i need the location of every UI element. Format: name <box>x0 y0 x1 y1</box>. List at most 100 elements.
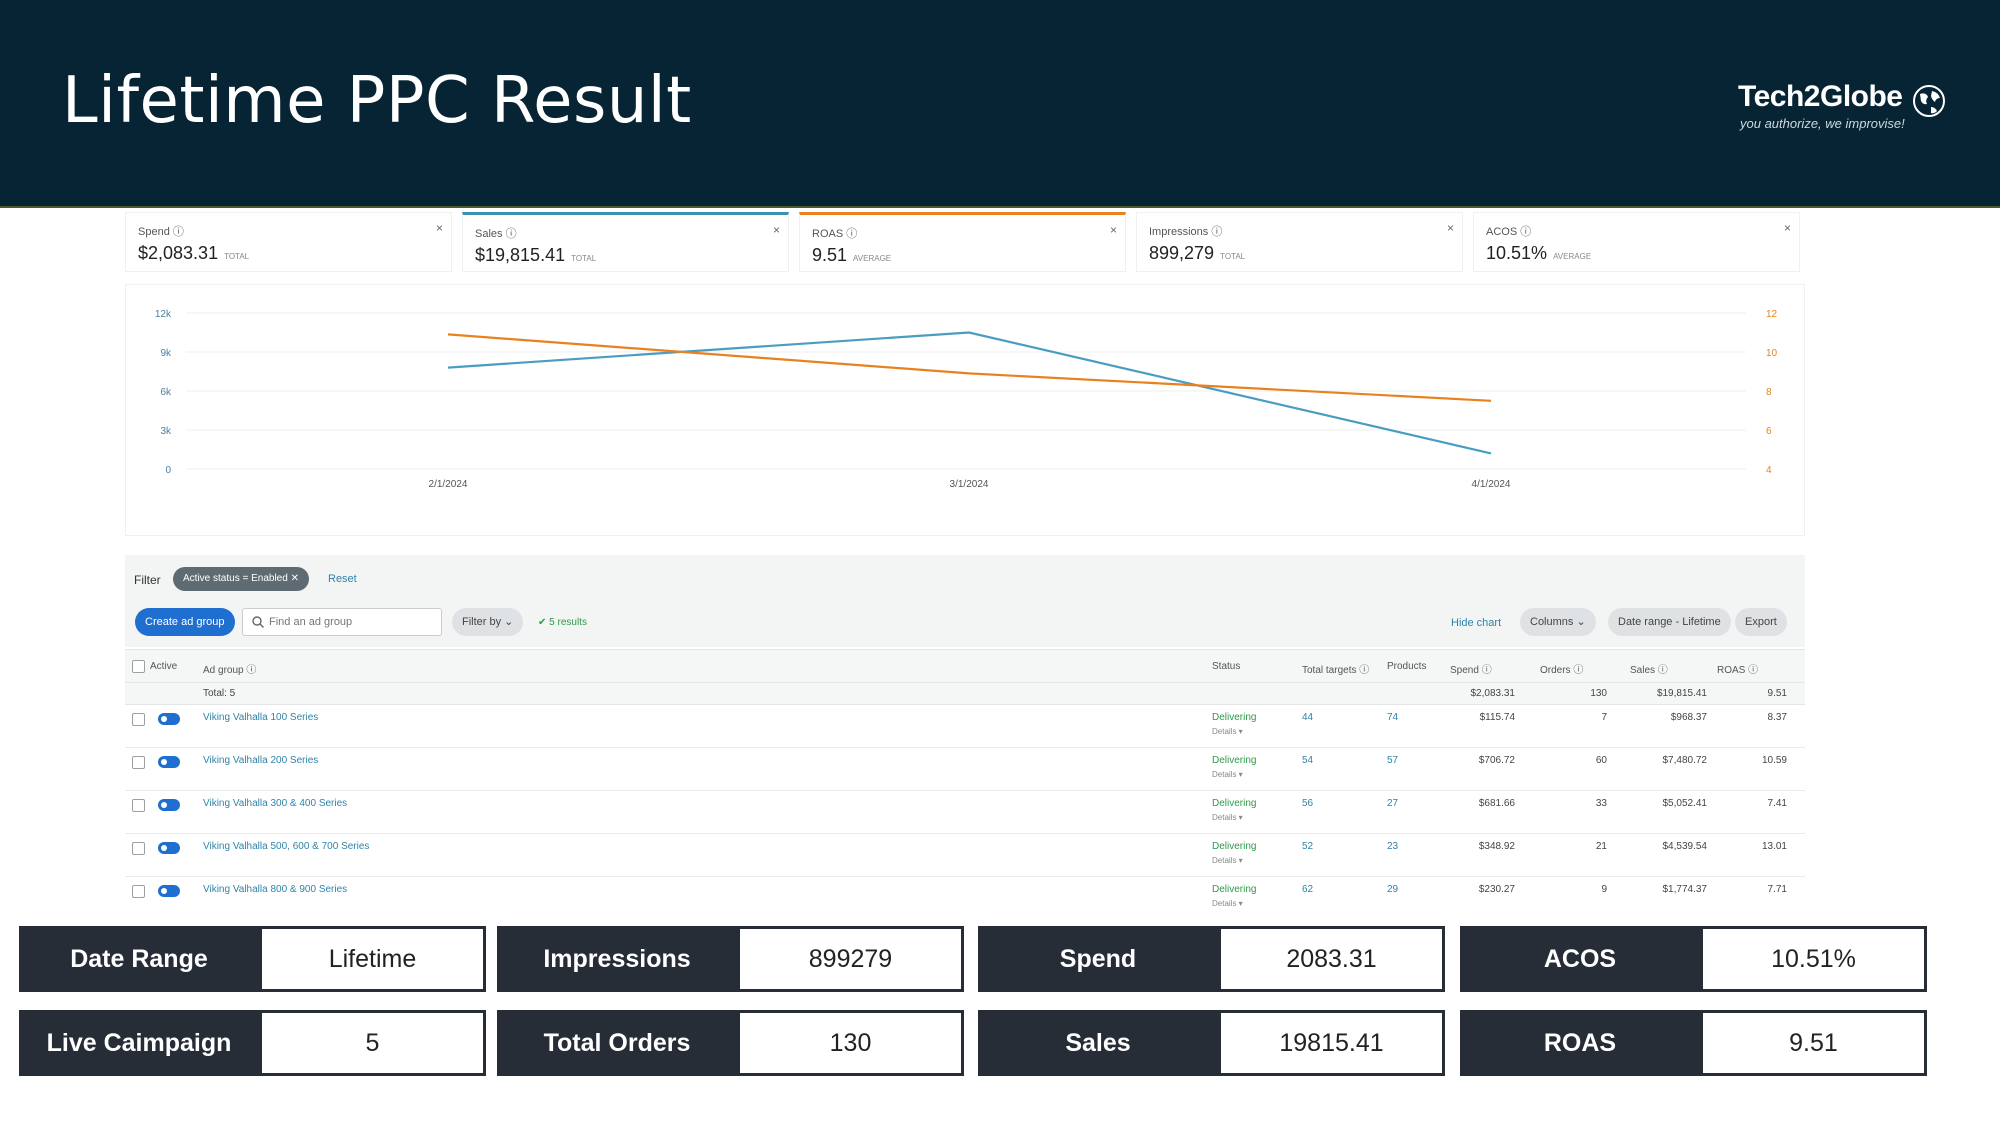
metric-card-acos[interactable]: ACOS ⓘ 10.51% AVERAGE × <box>1473 212 1800 272</box>
roas-cell: 8.37 <box>1767 712 1787 723</box>
kpi-value: 2083.31 <box>1218 926 1445 992</box>
metric-card-sales[interactable]: Sales ⓘ $19,815.41 TOTAL × <box>462 212 789 272</box>
ad-group-name-link[interactable]: Viking Valhalla 800 & 900 Series <box>203 884 348 895</box>
reset-link[interactable]: Reset <box>328 573 357 585</box>
total-targets-link[interactable]: 56 <box>1302 798 1314 809</box>
kpi-label: Spend <box>978 926 1218 992</box>
kpi-value: 10.51% <box>1700 926 1927 992</box>
ad-group-search[interactable] <box>242 608 442 636</box>
metric-card-roas[interactable]: ROAS ⓘ 9.51 AVERAGE × <box>799 212 1126 272</box>
spend-cell: $115.74 <box>1479 712 1515 723</box>
column-header-orders[interactable]: Orders ⓘ <box>1540 665 1584 676</box>
kpi-value: 9.51 <box>1700 1010 1927 1076</box>
row-checkbox[interactable] <box>132 842 145 855</box>
metric-card-impressions[interactable]: Impressions ⓘ 899,279 TOTAL × <box>1136 212 1463 272</box>
amazon-ads-screenshot: Spend ⓘ $2,083.31 TOTAL × Sales ⓘ $19,815… <box>125 212 1805 914</box>
details-dropdown[interactable]: Details ▾ <box>1212 770 1243 779</box>
active-toggle[interactable] <box>158 756 180 768</box>
active-toggle[interactable] <box>158 713 180 725</box>
roas-cell: 7.71 <box>1767 884 1787 895</box>
column-header-status[interactable]: Status <box>1212 661 1241 672</box>
search-input[interactable] <box>269 613 435 631</box>
kpi-box: Date Range Lifetime <box>19 926 486 992</box>
column-header-roas[interactable]: ROAS ⓘ <box>1717 665 1759 676</box>
ad-group-name-link[interactable]: Viking Valhalla 500, 600 & 700 Series <box>203 841 370 852</box>
ad-group-name-link[interactable]: Viking Valhalla 300 & 400 Series <box>203 798 348 809</box>
total-orders: 130 <box>1590 688 1607 699</box>
row-checkbox[interactable] <box>132 885 145 898</box>
table-row[interactable]: Viking Valhalla 200 Series Delivering Deta… <box>125 748 1805 791</box>
metric-label: Impressions ⓘ <box>1149 226 1223 238</box>
row-checkbox[interactable] <box>132 799 145 812</box>
date-range-button[interactable]: Date range - Lifetime <box>1608 608 1731 636</box>
close-icon[interactable]: × <box>1446 221 1454 235</box>
total-targets-link[interactable]: 62 <box>1302 884 1314 895</box>
total-targets-link[interactable]: 44 <box>1302 712 1314 723</box>
table-row[interactable]: Viking Valhalla 300 & 400 Series Deliveri… <box>125 791 1805 834</box>
metric-value: 10.51% AVERAGE <box>1486 243 1592 263</box>
ad-group-name-link[interactable]: Viking Valhalla 200 Series <box>203 755 319 766</box>
products-link[interactable]: 27 <box>1387 798 1399 809</box>
company-logo: Tech2Globe you authorize, we improvise! <box>1738 80 1948 140</box>
column-header-ad-group[interactable]: Ad group ⓘ <box>203 665 257 676</box>
close-icon[interactable]: × <box>1109 223 1117 237</box>
active-toggle[interactable] <box>158 885 180 897</box>
products-link[interactable]: 29 <box>1387 884 1399 895</box>
columns-button[interactable]: Columns ⌄ <box>1520 608 1596 636</box>
column-header-sales[interactable]: Sales ⓘ <box>1630 665 1668 676</box>
total-targets-link[interactable]: 52 <box>1302 841 1314 852</box>
kpi-label: ACOS <box>1460 926 1700 992</box>
column-header-total-targets[interactable]: Total targets ⓘ <box>1302 665 1370 676</box>
kpi-box: Sales 19815.41 <box>978 1010 1445 1076</box>
active-toggle[interactable] <box>158 842 180 854</box>
hide-chart-link[interactable]: Hide chart <box>1451 617 1502 629</box>
products-link[interactable]: 74 <box>1387 712 1399 723</box>
y-left-tick-label: 0 <box>165 465 171 476</box>
y-right-tick-label: 10 <box>1766 348 1778 359</box>
series-line-1 <box>447 331 1492 455</box>
table-row[interactable]: Viking Valhalla 100 Series Delivering Deta… <box>125 705 1805 748</box>
details-dropdown[interactable]: Details ▾ <box>1212 727 1243 736</box>
column-header-products[interactable]: Products <box>1387 661 1427 672</box>
filter-by-button[interactable]: Filter by ⌄ <box>452 608 524 636</box>
y-right-tick-label: 4 <box>1766 465 1772 476</box>
performance-chart: 0 4 3k 6 6k 8 9k 10 12k 12 2/1/2024 3/1/2024 4/1/202… <box>125 284 1805 536</box>
metric-label: ROAS ⓘ <box>812 228 858 240</box>
status-text: Delivering <box>1212 755 1257 766</box>
active-status-filter-chip[interactable]: Active status = Enabled ✕ <box>173 567 309 591</box>
row-checkbox[interactable] <box>132 713 145 726</box>
metric-card-spend[interactable]: Spend ⓘ $2,083.31 TOTAL × <box>125 212 452 272</box>
details-dropdown[interactable]: Details ▾ <box>1212 813 1243 822</box>
total-targets-link[interactable]: 54 <box>1302 755 1314 766</box>
sales-cell: $4,539.54 <box>1662 841 1708 852</box>
close-icon[interactable]: × <box>772 223 780 237</box>
total-roas: 9.51 <box>1767 688 1787 699</box>
ad-group-name-link[interactable]: Viking Valhalla 100 Series <box>203 712 319 723</box>
row-checkbox[interactable] <box>132 756 145 769</box>
export-button[interactable]: Export <box>1735 608 1787 636</box>
table-row[interactable]: Viking Valhalla 800 & 900 Series Deliveri… <box>125 877 1805 914</box>
kpi-label: Sales <box>978 1010 1218 1076</box>
spend-cell: $706.72 <box>1478 755 1515 766</box>
kpi-label: ROAS <box>1460 1010 1700 1076</box>
y-left-tick-label: 9k <box>160 348 172 359</box>
close-icon[interactable]: × <box>1783 221 1791 235</box>
select-all-checkbox[interactable] <box>132 660 145 673</box>
spend-cell: $681.66 <box>1478 798 1515 809</box>
create-ad-group-button[interactable]: Create ad group <box>135 608 235 636</box>
table-row[interactable]: Viking Valhalla 500, 600 & 700 Series Del… <box>125 834 1805 877</box>
products-link[interactable]: 23 <box>1387 841 1399 852</box>
kpi-value: 5 <box>259 1010 486 1076</box>
roas-cell: 13.01 <box>1761 841 1787 852</box>
products-link[interactable]: 57 <box>1387 755 1399 766</box>
details-dropdown[interactable]: Details ▾ <box>1212 856 1243 865</box>
y-left-tick-label: 6k <box>160 387 172 398</box>
active-toggle[interactable] <box>158 799 180 811</box>
close-icon[interactable]: × <box>435 221 443 235</box>
kpi-value: Lifetime <box>259 926 486 992</box>
results-count: ✔ 5 results <box>538 617 587 628</box>
metric-label: ACOS ⓘ <box>1486 226 1532 238</box>
details-dropdown[interactable]: Details ▾ <box>1212 899 1243 908</box>
column-header-spend[interactable]: Spend ⓘ <box>1450 665 1492 676</box>
filter-bar: Filter Active status = Enabled ✕ Reset <box>125 555 1805 603</box>
